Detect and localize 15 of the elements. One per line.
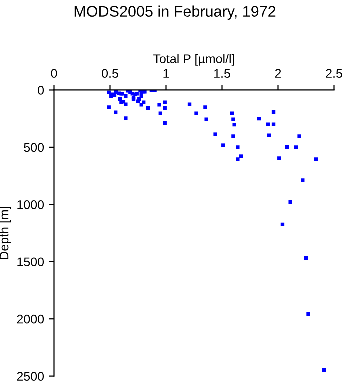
x-tick-label: 2: [275, 69, 282, 78]
y-tick-label: 2500: [17, 372, 44, 381]
y-tick-label: 1000: [18, 200, 44, 210]
x-tick-label: 0.5: [102, 69, 118, 78]
x-tick-label: 2.5: [326, 69, 342, 78]
y-tick-label: 1500: [18, 258, 44, 267]
x-tick-label: 0: [51, 69, 58, 78]
x-tick-label: 1: [164, 69, 170, 78]
y-tick-label: 500: [24, 143, 44, 152]
y-axis-title: Depth [m]: [0, 207, 12, 260]
x-axis-title: Total P [µmol/l]: [154, 54, 234, 66]
y-tick-label: 2000: [17, 314, 44, 324]
y-tick-label: 0: [38, 86, 44, 95]
chart-title: MODS2005 in February, 1972: [74, 6, 276, 20]
x-tick-label: 1.5: [214, 69, 230, 78]
